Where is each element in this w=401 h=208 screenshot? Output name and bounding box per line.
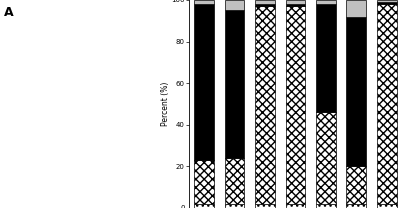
Bar [346,0,365,17]
Text: A: A [4,6,13,19]
Bar [346,166,365,204]
Bar [315,0,335,4]
Bar [255,0,274,4]
Bar [224,0,244,10]
Bar [285,0,305,4]
Bar [376,0,396,2]
Bar [315,4,335,112]
Bar [255,6,274,204]
Bar [346,17,365,166]
Bar [376,4,396,204]
Bar [255,4,274,6]
Bar [224,158,244,204]
Bar [194,4,213,160]
Y-axis label: Percent (%): Percent (%) [160,82,170,126]
Bar [255,204,274,208]
Bar [285,4,305,6]
Bar [285,204,305,208]
Bar [194,0,213,4]
Bar [346,204,365,208]
Bar [194,204,213,208]
Bar [224,10,244,158]
Bar [285,6,305,204]
Bar [315,204,335,208]
Bar [315,112,335,204]
Bar [194,160,213,204]
Bar [376,204,396,208]
Bar [376,2,396,4]
Bar [224,204,244,208]
